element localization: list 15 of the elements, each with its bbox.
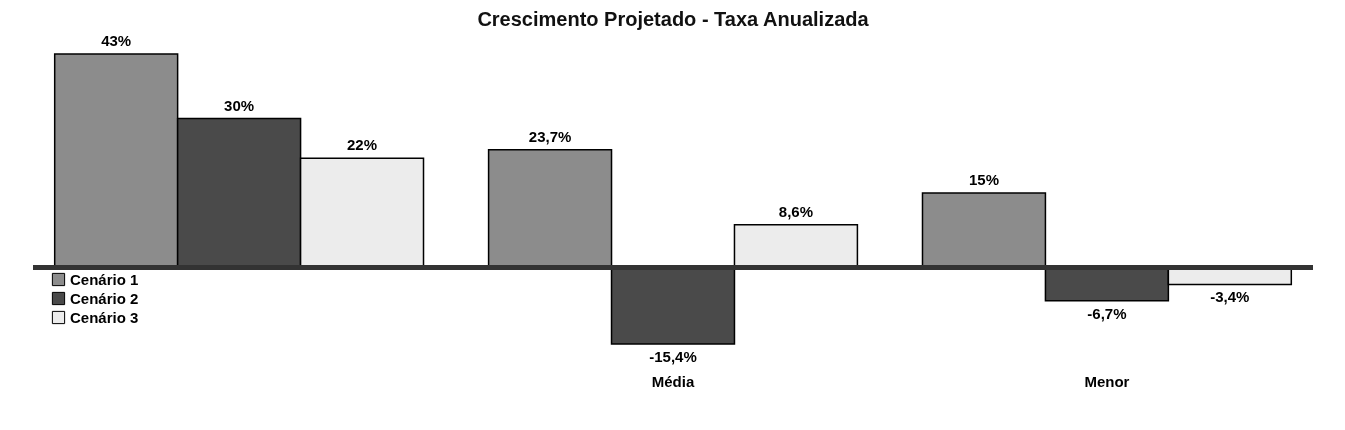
legend-label: Cenário 2 bbox=[70, 289, 139, 307]
data-label: 43% bbox=[101, 32, 132, 49]
data-label: 8,6% bbox=[778, 202, 814, 220]
data-label: 23,7% bbox=[528, 127, 572, 145]
legend-label: Cenário 1 bbox=[70, 270, 139, 288]
x-tick-label: Menor bbox=[1084, 372, 1130, 390]
legend-label: Cenário 3 bbox=[70, 308, 139, 326]
chart-title: Crescimento Projetado - Taxa Anualizada bbox=[477, 8, 870, 30]
data-label: -15,4% bbox=[649, 348, 697, 365]
data-label: 22% bbox=[347, 136, 378, 154]
data-label: 15% bbox=[968, 171, 999, 189]
x-tick-label: Média bbox=[651, 372, 695, 390]
data-label: -3,4% bbox=[1210, 288, 1250, 306]
data-label: -6,7% bbox=[1087, 304, 1127, 322]
data-label: 30% bbox=[224, 96, 255, 114]
